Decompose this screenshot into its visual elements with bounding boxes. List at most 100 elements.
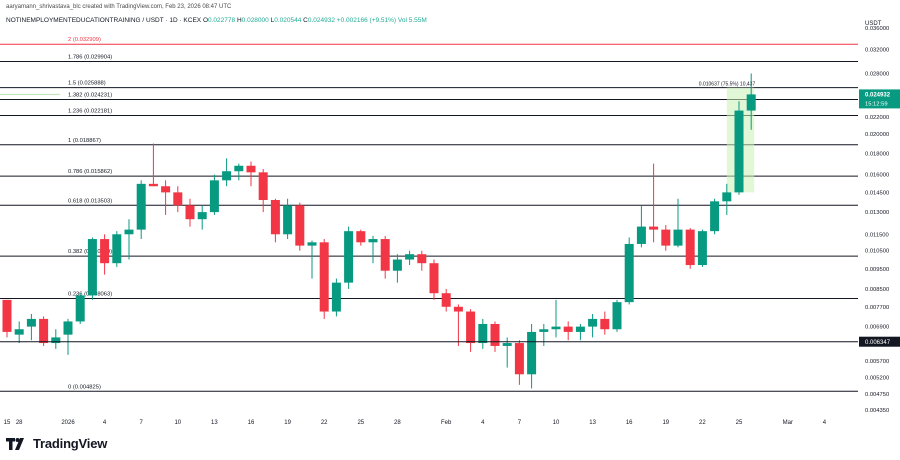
candle-body [600,318,610,330]
candle-body [26,318,36,327]
candle-body [185,205,195,220]
candle-body [636,226,646,244]
fib-levels: 0 (0.004825)0.236 (0.008063)0.382 (0.010… [0,37,858,392]
candle-body [429,263,439,294]
fib-label-0: 0 (0.004825) [68,384,101,390]
x-tick-label: 4 [481,420,485,426]
candle-body [490,324,500,346]
time-axis: 15 28 2026 4 7 10 13 16 19 22 25 28 Feb 4 7 10 13 16 19 22 2… [4,420,827,426]
candle-body [417,254,427,264]
candle-body [685,229,695,266]
x-tick-label: 10 [553,420,560,426]
candle-body [673,229,683,246]
fib-label-1.382: 1.382 (0.024231) [68,93,112,99]
measure-label: 0.010637 (75.5%) 10,437 [699,82,756,88]
x-tick-label: 7 [518,420,522,426]
candle-body [710,201,720,232]
x-tick-label: 19 [284,420,291,426]
candle-body [624,243,634,303]
candle-body [112,234,122,264]
y-tick-label: 0.022000 [865,115,889,121]
y-tick-label: 0.009500 [865,267,889,273]
candle-body [380,239,390,271]
y-tick-label: 0.013000 [865,210,889,216]
x-tick-label: 22 [699,420,706,426]
candle-body [222,171,232,181]
y-tick-label: 0.010500 [865,249,889,255]
fib-label-1.786: 1.786 (0.029904) [68,55,112,61]
candle-body [39,318,49,344]
candle-body [356,231,366,243]
candle-body [746,94,756,111]
last-price-label: 0.024932 [865,93,891,99]
x-tick-label: 4 [823,420,827,426]
x-tick-label: 28 [16,420,23,426]
brand-name: TradingView [33,436,108,451]
candle-body [551,326,561,330]
open-value: 0.022778 [208,17,236,24]
brand: TradingView [6,436,107,451]
candle-body [2,299,12,332]
candle-body [722,192,732,202]
low-value: 0.020544 [274,17,302,24]
symbol-name[interactable]: NOTINEMPLOYMENTEDUCATIONTRAINING / USDT … [6,17,202,24]
y-tick-label: 0.032000 [865,47,889,53]
y-tick-label: 0.005700 [865,359,889,365]
price-line-tag-label: 0.006347 [865,340,891,346]
symbol-ohlc-line: NOTINEMPLOYMENTEDUCATIONTRAINING / USDT … [6,17,427,24]
y-tick-label: 0.011500 [865,232,889,238]
candle-body [209,180,219,213]
candle-body [368,239,378,243]
candle-body [392,259,402,271]
x-tick-label: 2026 [61,420,75,426]
candle-body [527,331,537,375]
x-tick-label: 22 [321,420,328,426]
close-value: 0.024932 [307,17,335,24]
fib-label-1: 1 (0.018867) [68,138,101,144]
high-label: H [236,17,242,24]
candle-body [575,326,585,332]
candle-body [563,326,573,332]
y-tick-label: 0.028000 [865,71,889,77]
candle-body [197,212,207,220]
y-tick-label: 0.036000 [865,26,889,32]
x-tick-label: 19 [662,420,669,426]
candle-body [307,242,317,246]
open-label: O [202,17,209,24]
candle-body [124,229,134,235]
candle-body [75,295,85,322]
candle-body [588,318,598,327]
candle-body [283,205,293,235]
x-tick-label: 25 [357,420,364,426]
x-tick-label: 28 [394,420,401,426]
candle-body [331,282,341,312]
candle-body [661,229,671,246]
x-tick-label: 10 [174,420,181,426]
candle-body [270,200,280,235]
candles [2,73,756,389]
candle-body [344,231,354,283]
currency-label: USDT [865,21,882,27]
x-tick-label: 13 [589,420,596,426]
candle-body [734,110,744,193]
last-price-tag [859,89,900,109]
fib-label-2: 2 (0.032909) [68,37,101,43]
candle-body [258,172,268,201]
candle-body [14,329,24,335]
fib-label-0.786: 0.786 (0.015862) [68,169,112,175]
x-tick-label: 4 [103,420,107,426]
x-tick-label: Mar [783,420,793,426]
candle-body [649,226,659,230]
low-label: L [270,17,275,24]
x-tick-label: 7 [140,420,144,426]
fib-label-1.5: 1.5 (0.025888) [68,81,106,87]
candle-body [319,242,329,312]
candle-body [148,183,158,187]
y-tick-label: 0.018000 [865,151,889,157]
candle-body [234,165,244,172]
candle-body [405,254,415,260]
candle-body [246,165,256,173]
x-tick-label: 25 [736,420,743,426]
y-tick-label: 0.007700 [865,305,889,311]
